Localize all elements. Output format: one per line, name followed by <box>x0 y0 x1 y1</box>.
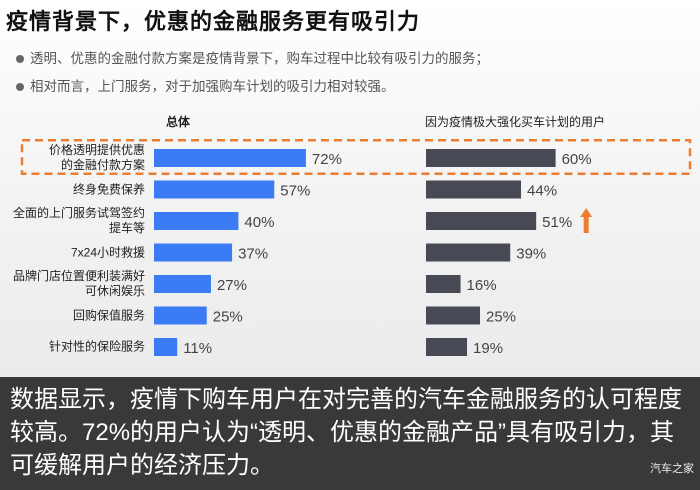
bar-overall <box>154 149 306 167</box>
data-label: 25% <box>486 309 516 326</box>
bar-pandemic-users <box>426 149 556 167</box>
category-label: 品牌门店位置便利装满好 可休闲娱乐 <box>12 269 145 298</box>
data-label: 19% <box>473 340 503 357</box>
data-label: 51% <box>542 214 572 231</box>
bar-overall <box>154 243 233 262</box>
bullet-2: 相对而言，上门服务，对于加强购车计划的吸引力相对较强。 <box>16 75 395 95</box>
data-label: 57% <box>280 183 310 200</box>
data-label: 60% <box>562 151 592 168</box>
data-label: 16% <box>467 277 497 294</box>
bullet-dot-icon <box>16 83 24 92</box>
bullet-1: 透明、优惠的金融付款方案是疫情背景下，购车过程中比较有吸引力的服务； <box>16 47 489 67</box>
bar-pandemic-users <box>426 212 537 230</box>
bar-chart: 72% 60%57% 44%40% 51%37% 39%27% 16%25% 25%11% 1… <box>20 139 692 357</box>
data-label: 25% <box>213 309 243 326</box>
series-heading-pandemic-users: 因为疫情极大强化买车计划的用户 <box>425 115 606 129</box>
bullet-text: 相对而言，上门服务，对于加强购车计划的吸引力相对较强。 <box>30 79 395 94</box>
data-label: 11% <box>183 340 212 357</box>
data-label: 44% <box>527 183 557 200</box>
caption-box: 数据显示，疫情下购车用户在对完善的汽车金融服务的认可程度较高。72%的用户认为“… <box>0 377 700 490</box>
bar-pandemic-users <box>426 275 461 293</box>
category-label: 价格透明提供优惠 的金融付款方案 <box>48 143 145 172</box>
category-label: 回购保值服务 <box>72 308 145 322</box>
bar-overall <box>154 338 178 356</box>
data-label: 40% <box>244 214 274 231</box>
series-heading-overall: 总体 <box>166 115 191 129</box>
bar-overall <box>154 212 239 230</box>
caption-text: 数据显示，疫情下购车用户在对完善的汽车金融服务的认可程度较高。72%的用户认为“… <box>10 386 682 479</box>
bar-overall <box>154 275 211 293</box>
bar-overall <box>154 306 207 325</box>
bullet-dot-icon <box>16 55 24 64</box>
bar-overall <box>154 180 275 199</box>
bullet-text: 透明、优惠的金融付款方案是疫情背景下，购车过程中比较有吸引力的服务； <box>30 51 489 66</box>
category-label: 全面的上门服务试驾签约 提车等 <box>12 206 145 235</box>
bar-pandemic-users <box>426 306 480 325</box>
data-label: 72% <box>312 151 342 168</box>
bar-pandemic-users <box>426 180 522 199</box>
bar-pandemic-users <box>426 338 468 356</box>
category-label: 针对性的保险服务 <box>48 339 145 354</box>
page-title: 疫情背景下，优惠的金融服务更有吸引力 <box>6 9 421 34</box>
up-arrow-icon <box>580 208 593 233</box>
watermark: 汽车之家 <box>650 463 694 475</box>
data-label: 39% <box>516 246 546 263</box>
category-label: 终身免费保养 <box>72 182 145 196</box>
data-label: 27% <box>217 277 247 294</box>
category-label: 7x24小时救援 <box>70 245 145 259</box>
bar-pandemic-users <box>426 243 511 262</box>
data-label: 37% <box>238 246 268 263</box>
